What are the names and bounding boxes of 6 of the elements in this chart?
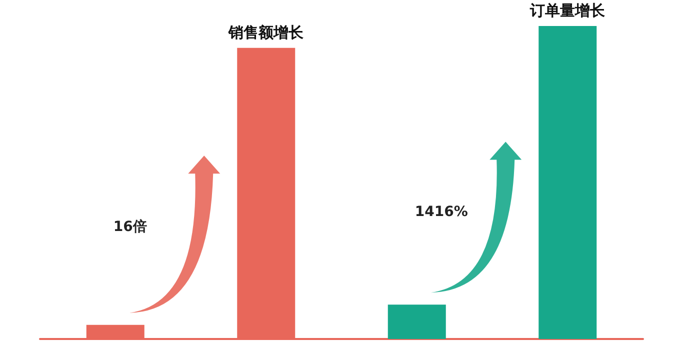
bar	[388, 304, 446, 339]
text: 订单量增长	[529, 2, 606, 20]
bar	[538, 26, 597, 339]
annotation: 销售额增长	[228, 23, 305, 42]
annotation: 16倍	[113, 218, 147, 236]
annotation: 1416%	[414, 204, 468, 220]
